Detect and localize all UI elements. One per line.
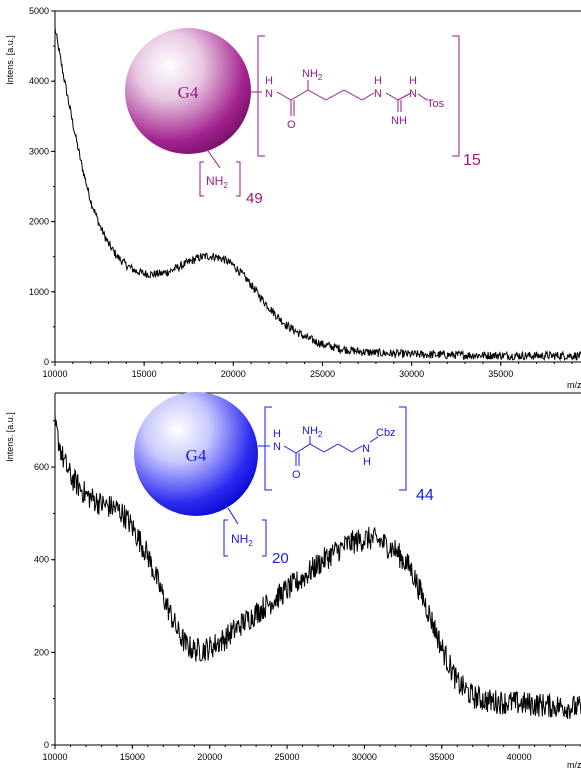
- y-tick-label: 4000: [29, 76, 49, 86]
- panel-2-x-axis-label: m/z: [567, 760, 581, 769]
- x-tick-label: 10000: [42, 752, 67, 762]
- panel-1-side-chain: [276, 80, 428, 116]
- panel-2-amine-bracket-right: [262, 519, 267, 557]
- panel-1-amine-bond: [205, 147, 221, 169]
- y-tick-label: 0: [44, 740, 49, 750]
- panel-1-y-axis-label: Intens. [a.u.]: [5, 35, 15, 85]
- panel-1-label-h2: H: [374, 75, 382, 87]
- panel-2-side-chain: [283, 436, 379, 466]
- panel-2-y-ticks: 0 200 400 600: [34, 420, 55, 750]
- panel-1-label-o: O: [287, 119, 296, 131]
- panel-1-label-h1: H: [265, 75, 273, 87]
- panel-2-axes: [54, 392, 581, 746]
- panel-1-label-nh2: NH2: [302, 68, 323, 82]
- panel-1-label-h3: H: [409, 75, 417, 87]
- panel-1-amine-bracket-right: [236, 161, 241, 197]
- panel-2-label-n2: N: [362, 443, 370, 455]
- panel-2-label-cbz: Cbz: [376, 427, 396, 439]
- panel-1-label-tos: Tos: [427, 98, 445, 110]
- spectrum-panel-2: 0 200 400 600 10000 15000 20000 25000 30000 3500…: [5, 392, 581, 769]
- panel-2-label-nh2: NH2: [302, 425, 323, 439]
- panel-1-amine-label: NH2: [206, 174, 228, 190]
- y-tick-label: 1000: [29, 287, 49, 297]
- panel-2-repeat-count: 44: [416, 487, 434, 504]
- panel-1-x-ticks: 10000 15000 20000 25000 30000 35000: [42, 362, 573, 379]
- y-tick-label: 2000: [29, 217, 49, 227]
- panel-2-amine-bracket-left: [223, 519, 228, 557]
- x-tick-label: 30000: [399, 369, 424, 379]
- y-tick-label: 3000: [29, 146, 49, 156]
- x-tick-label: 20000: [197, 752, 222, 762]
- y-tick-label: 5000: [29, 6, 49, 16]
- x-tick-label: 40000: [507, 752, 532, 762]
- x-tick-label: 20000: [221, 369, 246, 379]
- panel-2-amine-count: 20: [272, 550, 289, 567]
- panel-1-label-nh: NH: [391, 115, 407, 127]
- panel-1-y-ticks: 0 1000 2000 3000 4000 5000: [29, 6, 55, 367]
- panel-2-y-axis-label: Intens. [a.u.]: [5, 412, 15, 462]
- spectrum-panel-1: 0 1000 2000 3000 4000 5000 10000 15000 20000 250…: [5, 6, 581, 390]
- x-tick-label: 30000: [352, 752, 377, 762]
- panel-1-label-n2: N: [374, 88, 382, 100]
- panel-1-amine-bracket-left: [199, 161, 204, 197]
- panel-2-label-h2: H: [363, 456, 371, 468]
- panel-1-x-axis-label: m/z: [567, 380, 581, 390]
- panel-1-core-label: G4: [178, 83, 199, 102]
- y-tick-label: 0: [44, 357, 49, 367]
- panel-2-amine-label: NH2: [231, 532, 253, 548]
- x-tick-label: 25000: [275, 752, 300, 762]
- x-tick-label: 25000: [310, 369, 335, 379]
- panel-1-structure: G4 NH2 49 15: [125, 28, 481, 207]
- y-tick-label: 200: [34, 647, 49, 657]
- x-tick-label: 35000: [488, 369, 513, 379]
- x-tick-label: 15000: [120, 752, 145, 762]
- panel-2-core-label: G4: [186, 446, 207, 465]
- panel-2-dendrimer-core: [134, 392, 258, 516]
- panel-1-label-n3: N: [409, 88, 417, 100]
- panel-2-x-ticks: 10000 15000 20000 25000 30000 35000 40000: [42, 745, 581, 762]
- y-tick-label: 600: [34, 462, 49, 472]
- panel-2-repeat-bracket-right: [399, 406, 407, 491]
- panel-2-repeat-bracket-left: [264, 406, 272, 491]
- panel-1-label-n1: N: [265, 88, 273, 100]
- panel-2-label-n1: N: [273, 441, 281, 453]
- panel-1-repeat-count: 15: [463, 152, 481, 169]
- panel-1-repeat-bracket-left: [257, 35, 265, 157]
- panel-1-repeat-bracket-right: [452, 35, 460, 157]
- panel-2-amine-bond: [227, 507, 239, 525]
- panel-1-amine-count: 49: [246, 190, 263, 207]
- panel-1-spectrum-line: [54, 27, 581, 362]
- panel-2-spectrum-line: [54, 414, 581, 720]
- y-tick-label: 400: [34, 555, 49, 565]
- x-tick-label: 35000: [429, 752, 454, 762]
- panel-2-label-o: O: [292, 469, 301, 481]
- x-tick-label: 15000: [132, 369, 157, 379]
- x-tick-label: 10000: [42, 369, 67, 379]
- panel-1-dendrimer-core: [125, 28, 251, 154]
- panel-2-structure: G4 NH2 20 44 H N: [134, 392, 434, 567]
- panel-2-label-h1: H: [273, 428, 281, 440]
